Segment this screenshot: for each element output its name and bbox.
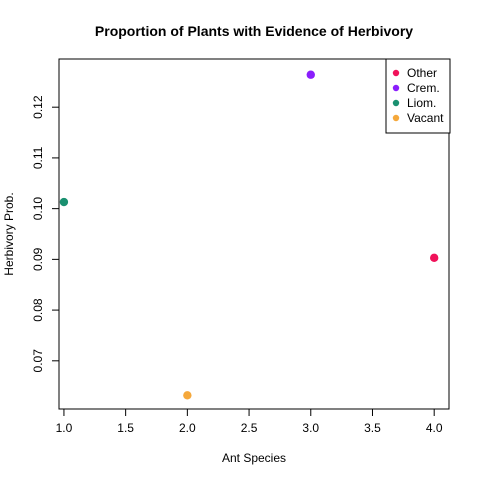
data-point	[429, 253, 439, 263]
legend-label: Vacant	[407, 111, 444, 125]
x-tick-label: 1.5	[117, 421, 134, 435]
legend-marker	[392, 69, 400, 77]
legend-label: Other	[407, 66, 437, 80]
legend-label: Crem.	[407, 81, 440, 95]
data-points	[59, 70, 439, 400]
y-tick-label: 0.07	[31, 349, 45, 373]
y-tick-label: 0.12	[31, 95, 45, 119]
data-point	[306, 70, 315, 79]
data-point	[183, 391, 192, 400]
y-tick-label: 0.11	[31, 146, 45, 169]
x-tick-label: 4.0	[426, 421, 443, 435]
x-axis-label: Ant Species	[222, 451, 286, 465]
y-tick-label: 0.08	[31, 298, 45, 322]
legend-marker	[392, 114, 400, 122]
x-tick-label: 2.0	[179, 421, 196, 435]
x-axis: 1.0 1.5 2.0 2.5 3.0 3.5 4.0	[56, 408, 443, 435]
x-tick-label: 2.5	[241, 421, 258, 435]
x-tick-label: 3.5	[364, 421, 381, 435]
x-tick-label: 1.0	[56, 421, 73, 435]
y-tick-label: 0.10	[31, 197, 45, 221]
legend-marker	[392, 84, 400, 92]
chart-title: Proportion of Plants with Evidence of He…	[95, 23, 413, 39]
legend-label: Liom.	[407, 96, 436, 110]
data-point	[59, 197, 69, 207]
y-tick-label: 0.09	[31, 247, 45, 271]
y-axis: 0.07 0.08 0.09 0.10 0.11 0.12	[31, 95, 60, 373]
legend-marker	[392, 99, 400, 107]
y-axis-label: Herbivory Prob.	[2, 192, 16, 275]
x-tick-label: 3.0	[302, 421, 319, 435]
